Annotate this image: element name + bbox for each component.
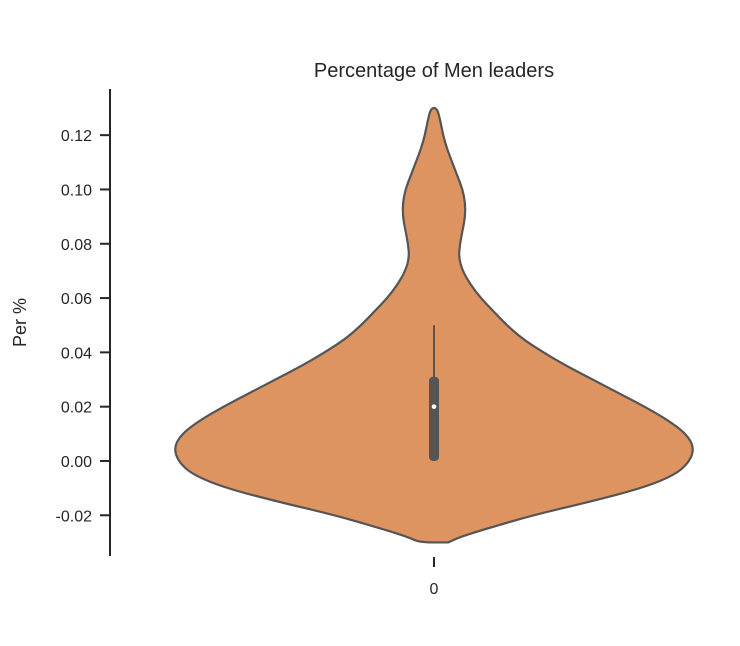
y-ticks: -0.02 0.00 0.02 0.04 0.06 0.08 0.10 0.12: [56, 128, 110, 525]
y-tick-label: 0.12: [61, 128, 92, 145]
violin-group: [174, 106, 694, 544]
y-tick-label: 0.04: [61, 345, 92, 362]
chart-title: Percentage of Men leaders: [314, 60, 554, 82]
y-tick-label: 0.02: [61, 400, 92, 417]
y-tick-label: 0.08: [61, 237, 92, 254]
iqr-box: [429, 376, 439, 461]
y-axis: -0.02 0.00 0.02 0.04 0.06 0.08 0.10 0.12: [56, 89, 111, 556]
y-tick-label: 0.06: [61, 291, 92, 308]
y-tick-label: -0.02: [56, 508, 93, 525]
y-tick-label: 0.10: [61, 182, 92, 199]
x-axis: 0: [430, 557, 439, 598]
y-axis-label: Per %: [10, 298, 30, 347]
x-tick-label: 0: [430, 581, 439, 598]
y-tick-label: 0.00: [61, 454, 92, 471]
median-dot: [431, 404, 437, 409]
violin-body: [174, 106, 694, 544]
